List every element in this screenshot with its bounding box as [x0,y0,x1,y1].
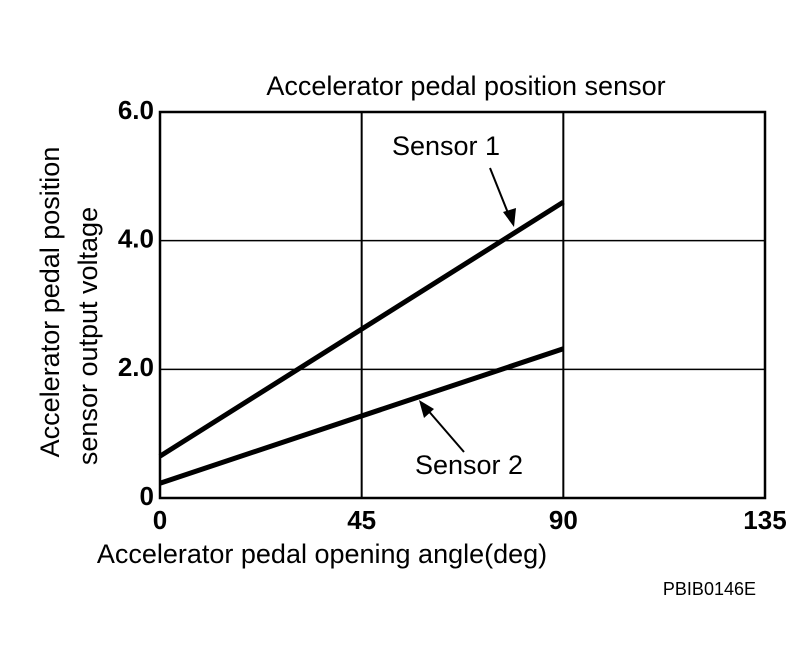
annotation-arrow [419,400,465,453]
y-axis-label: Accelerator pedal position [35,147,65,458]
plot-frame [158,110,767,500]
x-tick-label: 45 [347,505,376,535]
x-tick-label: 135 [743,505,786,535]
y-tick-label: 2.0 [118,352,154,382]
y-tick-label: 4.0 [118,224,154,254]
x-tick-label: 0 [153,505,167,535]
y-axis-label: sensor output voltage [73,207,103,465]
annotation-arrow [489,167,516,227]
series-annotation: Sensor 1 [392,131,500,161]
chart-title: Accelerator pedal position sensor [266,71,665,101]
x-tick-label: 90 [549,505,578,535]
figure-code: PBIB0146E [663,579,756,599]
series-annotation: Sensor 2 [415,450,523,480]
series-line [158,199,565,459]
x-axis-label: Accelerator pedal opening angle(deg) [97,539,547,569]
series-line [159,346,565,486]
y-tick-label: 0 [140,481,154,511]
y-tick-label: 6.0 [118,95,154,125]
